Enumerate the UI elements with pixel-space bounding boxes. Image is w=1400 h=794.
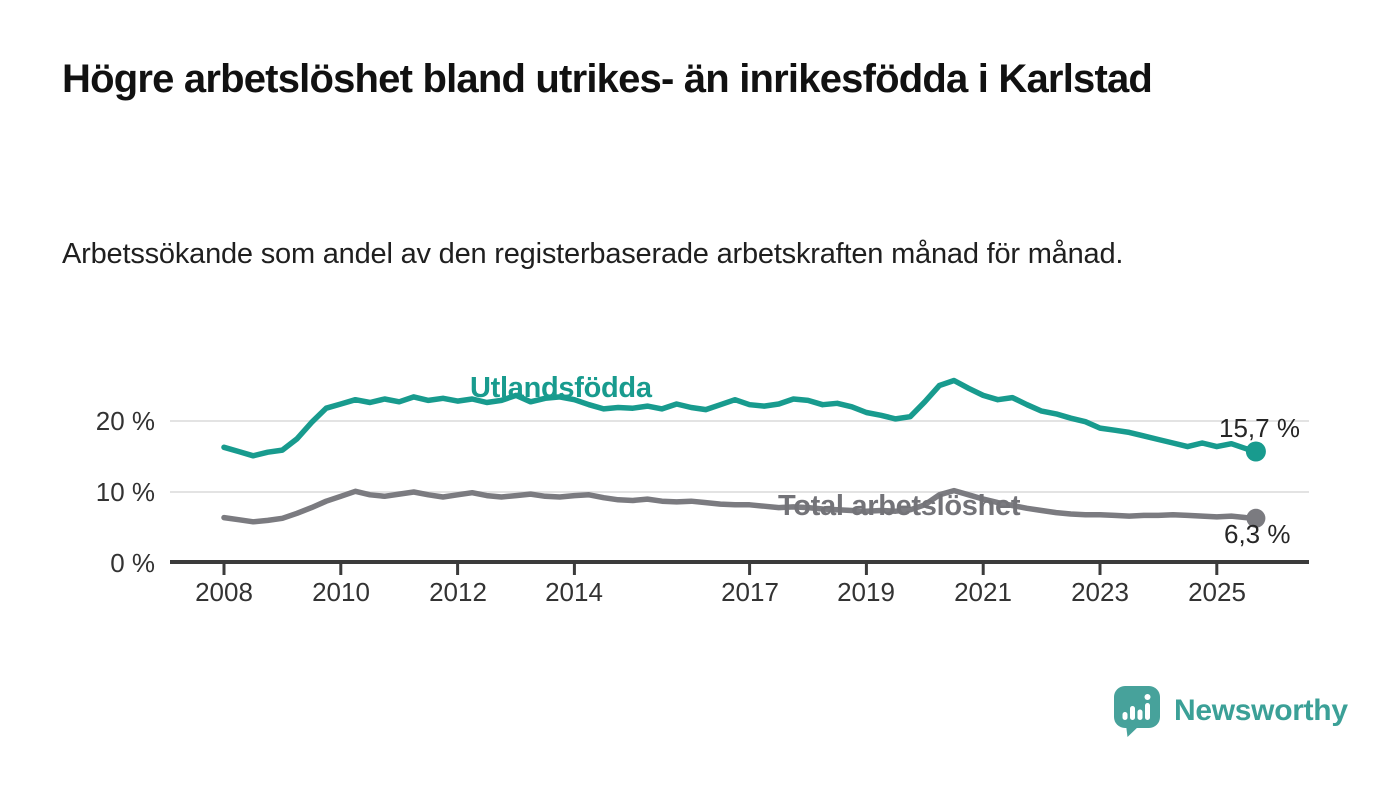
newsworthy-brand: Newsworthy <box>1113 685 1348 737</box>
page-subtitle: Arbetssökande som andel av den registerb… <box>62 238 1124 270</box>
end-dot <box>1246 508 1266 528</box>
y-axis-label-10: 10 % <box>95 477 155 507</box>
series-label-utlandsfodda: Utlandsfödda <box>470 372 652 404</box>
x-axis-label-2021: 2021 <box>954 577 1012 607</box>
x-axis-label-2010: 2010 <box>312 577 370 607</box>
x-axis-label-2008: 2008 <box>195 577 253 607</box>
x-axis-label-2012: 2012 <box>429 577 487 607</box>
y-axis-label-0: 0 % <box>110 548 155 578</box>
x-axis-label-2014: 2014 <box>545 577 603 607</box>
brand-name: Newsworthy <box>1174 694 1348 727</box>
x-axis-label-2019: 2019 <box>837 577 895 607</box>
series-label-total-arbetsloshet: Total arbetslöshet <box>778 490 1021 522</box>
x-axis-label-2023: 2023 <box>1071 577 1129 607</box>
x-axis-label-2025: 2025 <box>1188 577 1246 607</box>
end-dot <box>1245 441 1266 462</box>
page-title: Högre arbetslöshet bland utrikes- än inr… <box>62 57 1153 101</box>
end-value-label-total: 6,3 % <box>1224 519 1291 549</box>
newsworthy-logo-icon <box>1114 686 1160 737</box>
end-value-label-utlandsfodda: 15,7 % <box>1219 413 1300 443</box>
line-series <box>221 377 1259 459</box>
x-axis-label-2017: 2017 <box>721 577 779 607</box>
line-series <box>221 487 1259 525</box>
y-axis-label-20: 20 % <box>95 406 155 436</box>
